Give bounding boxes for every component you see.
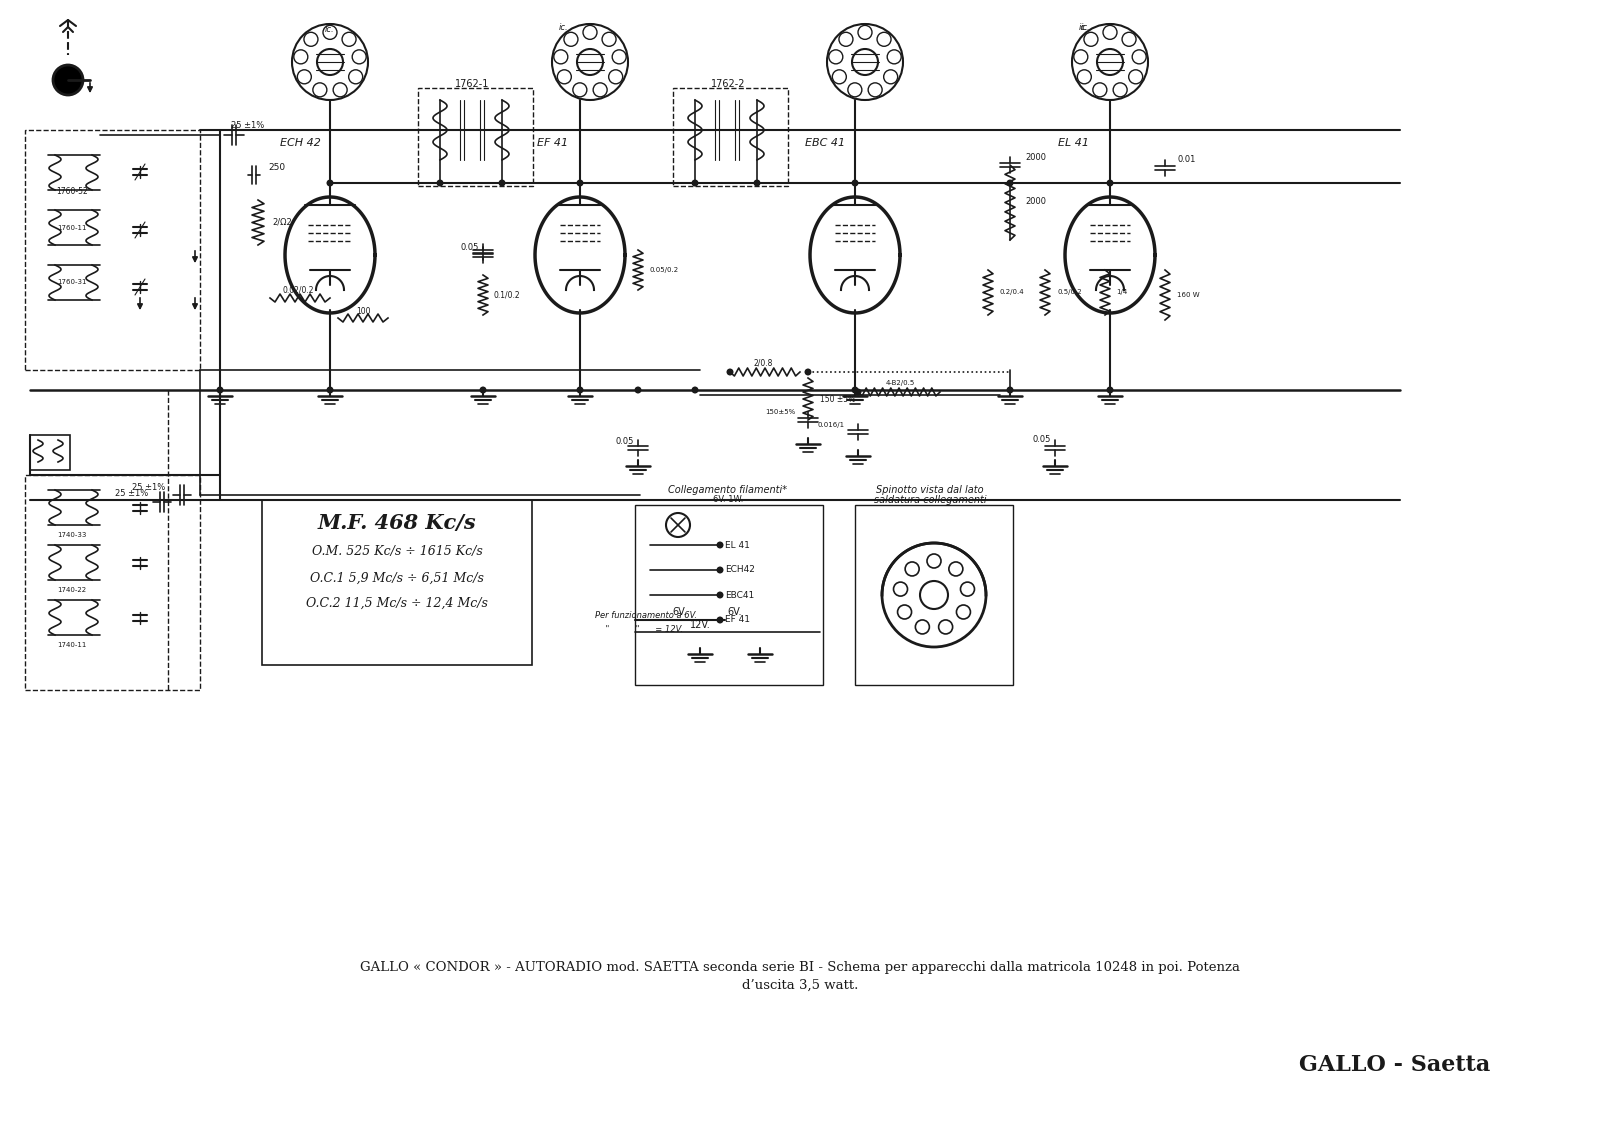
Text: 1760-52: 1760-52 [56, 188, 88, 197]
Text: 25 ±1%: 25 ±1% [232, 121, 264, 130]
Circle shape [216, 387, 224, 394]
Text: 2000: 2000 [1026, 153, 1046, 162]
Circle shape [717, 616, 723, 623]
Text: 0.05: 0.05 [616, 438, 634, 447]
Circle shape [1107, 387, 1114, 394]
Bar [262, 500, 531, 665]
Circle shape [437, 180, 443, 187]
Text: 1/4: 1/4 [1117, 290, 1128, 295]
Text: 0.5/0.2: 0.5/0.2 [1058, 290, 1082, 295]
Text: 0.016/1: 0.016/1 [818, 422, 845, 428]
Bar [26, 130, 200, 370]
Text: 0.05/0.2: 0.05/0.2 [650, 267, 678, 273]
Text: 1760-31: 1760-31 [58, 279, 86, 285]
Text: 0.05: 0.05 [1034, 435, 1051, 444]
Text: ic.: ic. [1082, 24, 1091, 33]
Bar [30, 435, 70, 470]
Text: 1740-33: 1740-33 [58, 532, 86, 538]
Text: Collegamento filamenti*: Collegamento filamenti* [669, 485, 787, 495]
Circle shape [1006, 387, 1013, 394]
Circle shape [576, 387, 584, 394]
Bar [26, 475, 200, 690]
Text: EL 41: EL 41 [725, 541, 750, 550]
Text: 100: 100 [355, 307, 370, 316]
Text: 0.2/0.4: 0.2/0.4 [1000, 290, 1024, 295]
Circle shape [717, 592, 723, 598]
Circle shape [854, 389, 861, 396]
Text: 0.1/0.2: 0.1/0.2 [494, 291, 520, 300]
Circle shape [717, 567, 723, 573]
Circle shape [1006, 180, 1013, 187]
Text: 4-B2/0.5: 4-B2/0.5 [885, 380, 915, 386]
Text: saldatura collegamenti: saldatura collegamenti [874, 495, 986, 506]
Bar [674, 88, 787, 185]
Text: 250: 250 [269, 163, 285, 172]
Text: GALLO - Saetta: GALLO - Saetta [1299, 1054, 1490, 1076]
Circle shape [499, 180, 506, 187]
Text: Spinotto vista dal lato: Spinotto vista dal lato [877, 485, 984, 495]
Text: 25 ±1%: 25 ±1% [131, 483, 165, 492]
Circle shape [480, 387, 486, 394]
Text: EBC41: EBC41 [725, 590, 754, 599]
Text: 25 ±1%: 25 ±1% [115, 489, 147, 498]
Bar [418, 88, 533, 185]
Text: ECH 42: ECH 42 [280, 138, 322, 148]
Circle shape [754, 180, 760, 187]
Text: 1760-11: 1760-11 [58, 225, 86, 231]
Text: 1762-2: 1762-2 [710, 79, 746, 89]
Circle shape [635, 387, 642, 394]
Text: 0.02/0.2: 0.02/0.2 [282, 285, 314, 294]
Text: Per funzionamento a 6V.: Per funzionamento a 6V. [595, 612, 698, 621]
Text: 1762-1: 1762-1 [454, 79, 490, 89]
Text: EF 41: EF 41 [725, 615, 750, 624]
Text: ic.: ic. [325, 26, 334, 35]
Circle shape [691, 180, 699, 187]
Text: 2/Ω2: 2/Ω2 [272, 217, 291, 226]
Circle shape [53, 64, 83, 95]
Bar [635, 506, 822, 685]
Text: "          "      = 12V.: " " = 12V. [595, 625, 683, 634]
Text: 6V.: 6V. [672, 607, 688, 618]
Text: 6V.: 6V. [728, 607, 742, 618]
Text: 12V.: 12V. [690, 620, 710, 630]
Text: 6V. 1W.: 6V. 1W. [714, 495, 742, 504]
Text: 1740-11: 1740-11 [58, 642, 86, 648]
Circle shape [691, 387, 699, 394]
Text: 2000: 2000 [1026, 198, 1046, 207]
Circle shape [851, 180, 859, 187]
Text: EBC 41: EBC 41 [805, 138, 845, 148]
Text: 160 W: 160 W [1178, 292, 1200, 297]
Circle shape [1107, 180, 1114, 187]
Text: 150±5%: 150±5% [765, 409, 795, 415]
Circle shape [326, 387, 333, 394]
Circle shape [576, 180, 584, 187]
Text: O.C.2 11,5 Mc/s ÷ 12,4 Mc/s: O.C.2 11,5 Mc/s ÷ 12,4 Mc/s [306, 596, 488, 610]
Circle shape [717, 542, 723, 549]
Text: 1740-22: 1740-22 [58, 587, 86, 593]
Text: EL 41: EL 41 [1058, 138, 1090, 148]
Circle shape [326, 180, 333, 187]
Text: 0.01: 0.01 [1178, 155, 1197, 164]
Circle shape [805, 369, 811, 375]
Text: d’uscita 3,5 watt.: d’uscita 3,5 watt. [742, 978, 858, 992]
Text: ic.: ic. [558, 24, 570, 33]
Text: 0.05: 0.05 [461, 243, 478, 252]
Circle shape [851, 387, 859, 394]
Circle shape [726, 369, 733, 375]
Text: M.F. 468 Kc/s: M.F. 468 Kc/s [318, 513, 477, 533]
Text: 150 ±5%: 150 ±5% [819, 396, 856, 405]
Bar [854, 506, 1013, 685]
Text: ic.: ic. [1078, 24, 1090, 33]
Text: EF 41: EF 41 [538, 138, 568, 148]
Text: O.C.1 5,9 Mc/s ÷ 6,51 Mc/s: O.C.1 5,9 Mc/s ÷ 6,51 Mc/s [310, 571, 483, 585]
Text: ECH42: ECH42 [725, 566, 755, 575]
Text: O.M. 525 Kc/s ÷ 1615 Kc/s: O.M. 525 Kc/s ÷ 1615 Kc/s [312, 545, 482, 559]
Text: 2/0.8: 2/0.8 [754, 359, 773, 368]
Text: GALLO « CONDOR » - AUTORADIO mod. SAETTA seconda serie BI - Schema per apparecch: GALLO « CONDOR » - AUTORADIO mod. SAETTA… [360, 961, 1240, 975]
